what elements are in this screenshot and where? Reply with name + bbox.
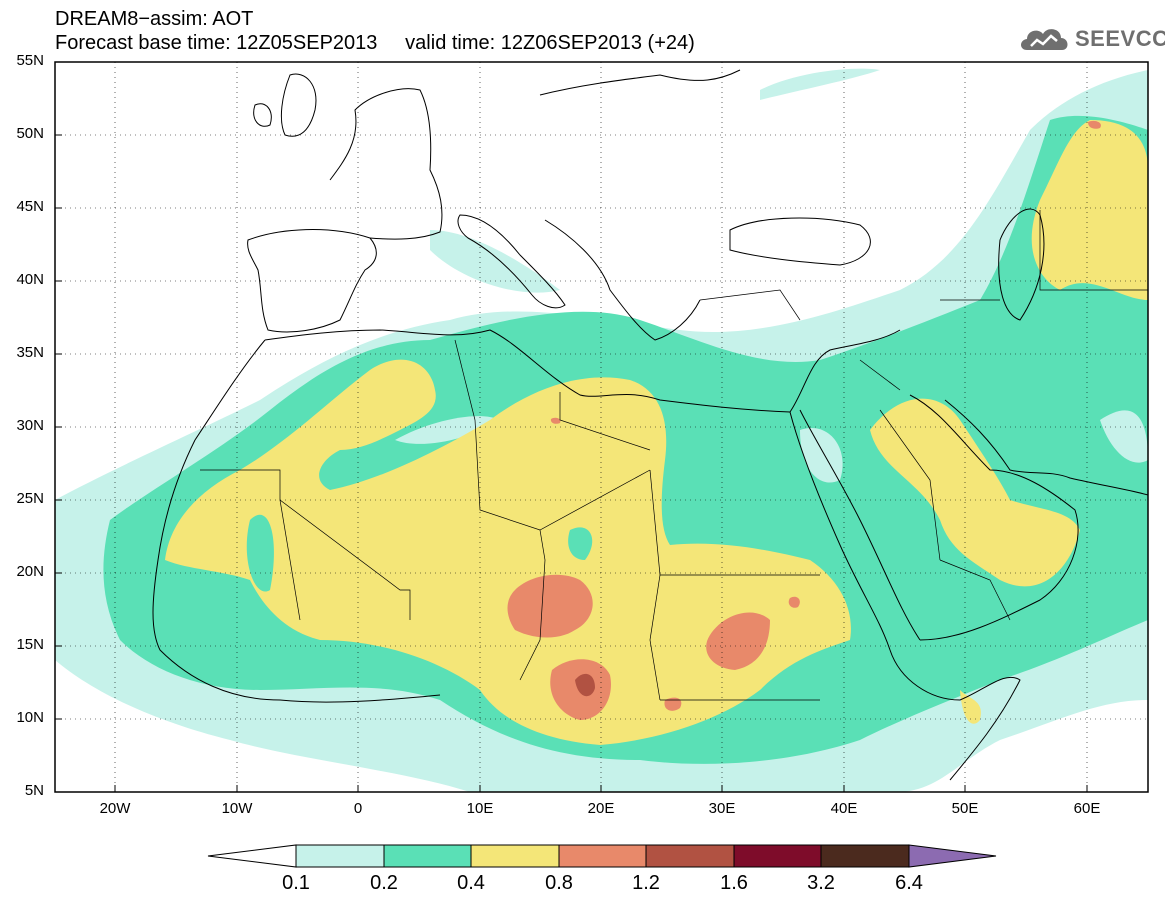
aot-level-1-2 <box>575 673 595 697</box>
country-borders <box>200 210 1148 701</box>
lat-label: 25N <box>16 490 44 507</box>
lat-label: 10N <box>16 709 44 726</box>
colorbar-bin-7 <box>820 844 910 868</box>
colorbar-label: 1.2 <box>632 872 660 894</box>
lat-label: 5N <box>24 782 44 799</box>
colorbar-bin-5 <box>645 844 735 868</box>
lat-label: 20N <box>16 563 44 580</box>
lat-label: 50N <box>16 125 44 142</box>
colorbar-bin-6 <box>733 844 822 868</box>
colorbar-bin-2 <box>383 844 472 868</box>
coastlines <box>152 69 1148 781</box>
colorbar-label: 0.2 <box>370 872 398 894</box>
lat-label: 55N <box>16 52 44 69</box>
colorbar-over-triangle <box>908 844 997 868</box>
axis-ticks <box>55 134 1088 792</box>
colorbar-bin-1 <box>295 844 385 868</box>
lon-label: 50E <box>951 800 979 817</box>
lon-label: 0 <box>353 800 363 817</box>
seevccc-logo: SEEVCCC <box>1017 22 1165 58</box>
colorbar-bin-3 <box>470 844 560 868</box>
colorbar-label: 0.1 <box>282 872 310 894</box>
cloud-icon <box>1021 29 1068 50</box>
map-title: DREAM8−assim: AOT <box>55 8 254 30</box>
lat-label: 45N <box>16 198 44 215</box>
colorbar-bin-4 <box>558 844 647 868</box>
lon-label: 10W <box>221 800 253 817</box>
lat-label: 15N <box>16 636 44 653</box>
lon-label: 30E <box>708 800 736 817</box>
lon-label: 20W <box>99 800 131 817</box>
lat-label: 35N <box>16 344 44 361</box>
colorbar <box>207 844 997 868</box>
colorbar-label: 3.2 <box>807 872 835 894</box>
lat-label: 40N <box>16 271 44 288</box>
aot-level-0-4 <box>165 359 851 745</box>
colorbar-under-triangle <box>207 844 297 868</box>
lon-label: 10E <box>466 800 494 817</box>
aot-level-0-8 <box>507 574 593 638</box>
graticule <box>55 62 1148 792</box>
lon-label: 20E <box>587 800 615 817</box>
colorbar-label: 1.6 <box>720 872 748 894</box>
lat-label: 30N <box>16 417 44 434</box>
logo-text: SEEVCCC <box>1075 26 1165 51</box>
lon-label: 60E <box>1073 800 1101 817</box>
aot-shading <box>55 68 1148 792</box>
colorbar-label: 6.4 <box>895 872 923 894</box>
forecast-times: Forecast base time: 12Z05SEP2013 valid t… <box>55 32 695 54</box>
lon-label: 40E <box>830 800 858 817</box>
colorbar-label: 0.8 <box>545 872 573 894</box>
colorbar-label: 0.4 <box>457 872 485 894</box>
